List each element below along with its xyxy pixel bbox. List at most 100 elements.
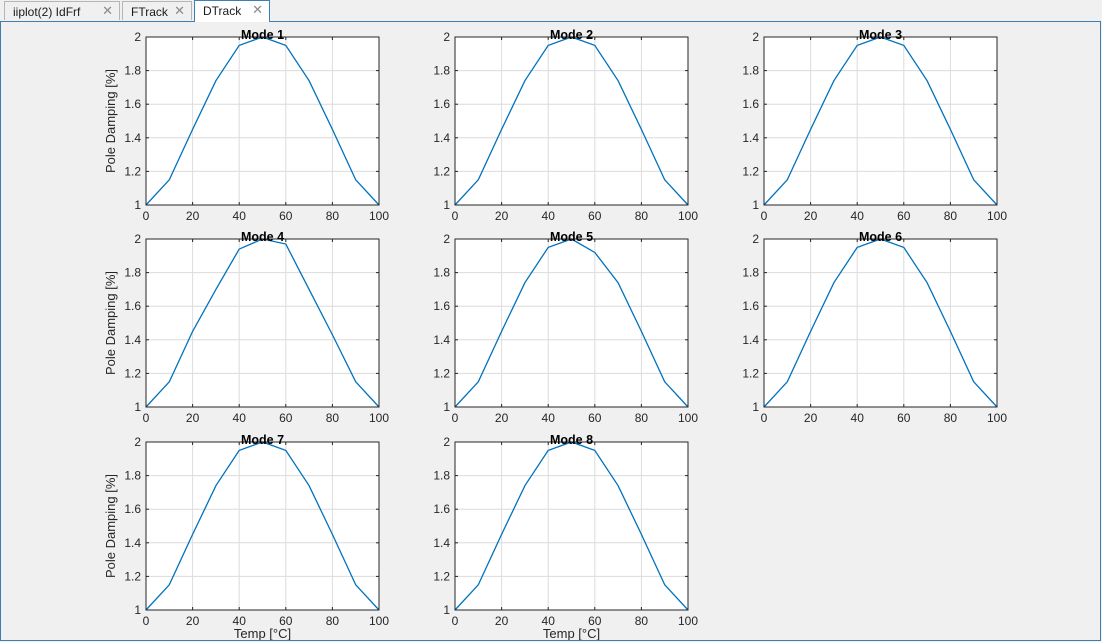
tab-label: FTrack [131,5,168,19]
x-tick-label: 20 [186,411,200,425]
y-tick-label: 2 [752,232,759,246]
x-tick-label: 0 [452,411,459,425]
subplot-title: Mode 7 [241,433,284,447]
y-axis-label: Pole Damping [%] [103,474,118,578]
y-tick-label: 1.8 [124,469,141,483]
y-tick-label: 1.2 [433,164,450,178]
plot-area [146,37,379,205]
y-tick-label: 1.8 [742,266,759,280]
y-tick-label: 1.4 [433,536,450,550]
close-icon[interactable]: ✕ [252,2,263,17]
axes-box [145,36,380,206]
y-tick-label: 1.2 [433,366,450,380]
y-tick-label: 1 [752,198,759,212]
y-tick-label: 1 [443,198,450,212]
y-tick-label: 1.6 [433,299,450,313]
y-tick-label: 1.8 [433,64,450,78]
subplot-title: Mode 6 [859,230,902,244]
x-tick-label: 40 [542,614,556,628]
x-tick-label: 40 [851,411,865,425]
x-tick-label: 60 [588,209,602,223]
y-tick-label: 1.8 [742,64,759,78]
y-axis-label: Pole Damping [%] [103,69,118,173]
y-tick-label: 1.2 [124,569,141,583]
subplot-2: 0 20 40 60 80 100 1 1.2 1.4 1.6 1.8 2 Mode 2 [433,28,698,223]
tab-dtrack[interactable]: DTrack ✕ [194,0,270,22]
y-tick-label: 1.6 [742,97,759,111]
y-tick-label: 1.4 [742,131,759,145]
x-tick-label: 20 [186,614,200,628]
y-tick-label: 1.4 [124,333,141,347]
x-tick-label: 0 [143,209,150,223]
y-tick-label: 2 [134,30,141,44]
plot-area [455,442,688,610]
y-tick-label: 1 [752,400,759,414]
x-tick-label: 0 [452,209,459,223]
y-tick-label: 1 [134,603,141,617]
x-tick-label: 100 [369,614,389,628]
axes-box [454,238,689,408]
x-tick-label: 40 [851,209,865,223]
x-tick-label: 80 [326,614,340,628]
y-tick-label: 1.6 [433,97,450,111]
subplot-title: Mode 3 [859,28,902,42]
y-tick-label: 1 [134,400,141,414]
y-tick-label: 1.2 [742,164,759,178]
x-tick-label: 60 [897,411,911,425]
x-axis-label: Temp [°C] [543,626,600,640]
y-tick-label: 2 [443,30,450,44]
x-tick-label: 80 [944,209,958,223]
x-tick-label: 60 [588,614,602,628]
x-tick-label: 20 [804,411,818,425]
x-tick-label: 20 [495,614,509,628]
close-icon[interactable]: ✕ [102,3,113,18]
y-tick-label: 1.4 [433,131,450,145]
x-tick-label: 60 [279,209,293,223]
axes-box [454,441,689,611]
tab-label: DTrack [203,4,242,18]
subplot-7: 0 20 40 60 80 100 1 1.2 1.4 1.6 1.8 2 Mode 7 Pole Dam… [103,433,389,640]
tab-iiplot-idfrf[interactable]: iiplot(2) IdFrf ✕ [4,1,120,20]
y-tick-label: 1.8 [124,266,141,280]
x-tick-label: 20 [495,209,509,223]
y-tick-label: 1.2 [124,366,141,380]
figure-panel: 0 20 40 60 80 100 1 1.2 1.4 1.6 1.8 2 Mode 1 Pole Dam… [0,21,1101,641]
x-tick-label: 80 [326,411,340,425]
x-tick-label: 0 [143,411,150,425]
x-tick-label: 60 [588,411,602,425]
y-tick-label: 1 [443,400,450,414]
x-tick-label: 100 [369,411,389,425]
axes-box [145,441,380,611]
x-tick-label: 80 [635,209,649,223]
x-tick-label: 0 [143,614,150,628]
subplot-5: 0 20 40 60 80 100 1 1.2 1.4 1.6 1.8 2 Mode 5 [433,230,698,425]
x-tick-label: 80 [944,411,958,425]
tab-ftrack[interactable]: FTrack ✕ [122,1,192,20]
x-tick-label: 100 [678,614,698,628]
subplot-title: Mode 4 [241,230,284,244]
x-tick-label: 40 [233,209,247,223]
close-icon[interactable]: ✕ [174,3,185,18]
subplot-title: Mode 8 [550,433,593,447]
y-axis-label: Pole Damping [%] [103,271,118,375]
y-tick-label: 1.2 [124,164,141,178]
subplot-title: Mode 5 [550,230,593,244]
x-tick-label: 0 [452,614,459,628]
y-tick-label: 1 [443,603,450,617]
x-tick-label: 40 [542,209,556,223]
y-tick-label: 1.2 [742,366,759,380]
x-tick-label: 80 [635,614,649,628]
subplot-8: 0 20 40 60 80 100 1 1.2 1.4 1.6 1.8 2 Mode 8 Temp [°C… [433,433,698,640]
y-tick-label: 1.6 [124,502,141,516]
x-tick-label: 60 [897,209,911,223]
x-tick-label: 20 [495,411,509,425]
y-tick-label: 1.4 [124,131,141,145]
y-tick-label: 2 [134,232,141,246]
plot-area [764,37,997,205]
x-tick-label: 100 [369,209,389,223]
plot-area [764,239,997,407]
subplot-4: 0 20 40 60 80 100 1 1.2 1.4 1.6 1.8 2 Mode 4 Pole Dam… [103,230,389,425]
x-tick-label: 40 [233,411,247,425]
x-tick-label: 60 [279,614,293,628]
